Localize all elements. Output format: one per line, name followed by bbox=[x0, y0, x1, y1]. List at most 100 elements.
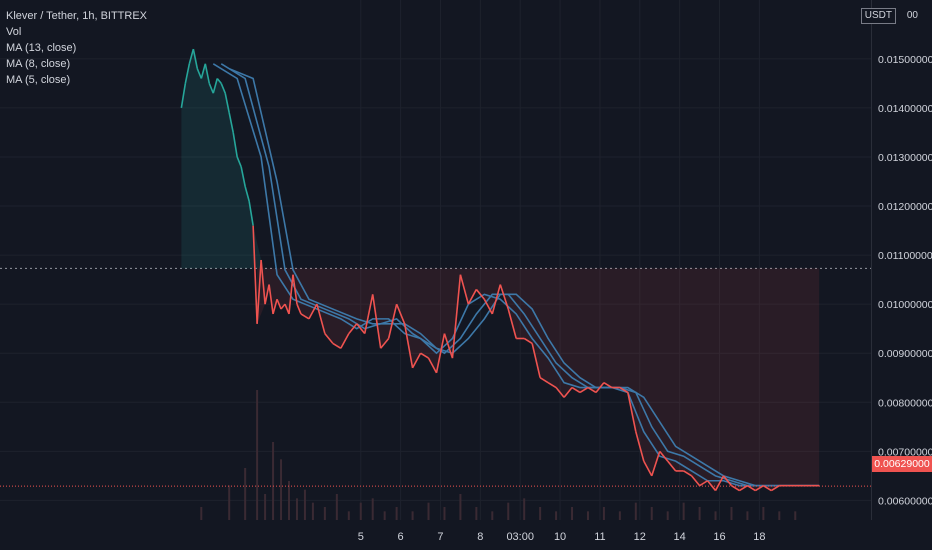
volume-bar bbox=[272, 442, 275, 520]
ma13-label[interactable]: MA (13, close) bbox=[6, 42, 77, 54]
y-tick-label: 0.01100000 bbox=[878, 250, 932, 262]
x-tick-label: 14 bbox=[674, 531, 686, 543]
volume-bar bbox=[347, 511, 350, 520]
volume-bar bbox=[650, 507, 653, 520]
price-line-segment bbox=[356, 323, 366, 335]
y-tick-label: 0.01200000 bbox=[878, 201, 932, 213]
volume-bar bbox=[682, 502, 685, 520]
volume-bar bbox=[264, 494, 267, 520]
price-line-segment bbox=[220, 83, 226, 94]
volume-bar bbox=[602, 507, 605, 520]
volume-bar bbox=[714, 511, 717, 520]
price-line-segment bbox=[292, 274, 298, 305]
ma8-label[interactable]: MA (8, close) bbox=[6, 58, 71, 70]
volume-bar bbox=[730, 507, 733, 520]
price-line-segment bbox=[627, 392, 637, 432]
price-line-segment bbox=[714, 475, 725, 491]
price-line-segment bbox=[200, 63, 207, 79]
symbol-title[interactable]: Klever / Tether, 1h, BITTREX bbox=[6, 10, 148, 22]
volume-bar bbox=[794, 511, 797, 520]
y-tick-label: 0.00800000 bbox=[878, 397, 932, 409]
volume-bar bbox=[411, 511, 414, 520]
price-line-segment bbox=[324, 333, 334, 344]
price-line-segment bbox=[340, 333, 350, 349]
price-line-segment bbox=[296, 303, 302, 315]
current-price-badge: 0.00629000 bbox=[872, 456, 932, 472]
price-line-segment bbox=[228, 112, 234, 133]
price-line-segment bbox=[332, 342, 342, 349]
price-line-segment bbox=[635, 431, 645, 462]
price-line-segment bbox=[288, 274, 294, 315]
ma-line bbox=[220, 63, 820, 487]
price-line-segment bbox=[276, 298, 282, 310]
volume-bar bbox=[443, 507, 446, 520]
y-tick-label: 0.01300000 bbox=[878, 152, 932, 164]
x-tick-label: 8 bbox=[477, 531, 483, 543]
price-line-segment bbox=[603, 381, 613, 389]
volume-bar bbox=[280, 459, 283, 520]
volume-bar bbox=[586, 511, 589, 520]
vol-label[interactable]: Vol bbox=[6, 26, 22, 38]
volume-bar bbox=[359, 502, 362, 520]
price-line-segment bbox=[224, 93, 230, 113]
price-line-segment bbox=[316, 303, 326, 334]
price-line-segment bbox=[467, 289, 478, 305]
price-line-segment bbox=[248, 201, 254, 226]
price-area-up bbox=[181, 49, 262, 269]
price-line-segment bbox=[420, 352, 429, 359]
volume-bar bbox=[323, 507, 326, 520]
ma5-label[interactable]: MA (5, close) bbox=[6, 74, 71, 86]
price-line-segment bbox=[212, 78, 219, 94]
volume-bar bbox=[244, 468, 247, 520]
price-line-segment bbox=[280, 303, 286, 310]
price-line-segment bbox=[499, 284, 510, 310]
price-line-segment bbox=[240, 166, 246, 187]
price-line-segment bbox=[483, 298, 494, 315]
volume-bar bbox=[523, 498, 526, 520]
price-line-segment bbox=[395, 303, 406, 325]
volume-bar bbox=[698, 507, 701, 520]
currency-tail-label: 00 bbox=[906, 10, 918, 21]
price-line-segment bbox=[539, 377, 549, 384]
volume-bar bbox=[571, 507, 574, 520]
x-tick-label: 03:00 bbox=[506, 531, 534, 543]
y-tick-label: 0.01500000 bbox=[878, 54, 932, 66]
price-line-segment bbox=[579, 386, 589, 394]
currency-selector[interactable]: USDT bbox=[860, 8, 896, 24]
ma-line bbox=[228, 67, 820, 487]
chart-legend: Klever / Tether, 1h, BITTREX Vol MA (13,… bbox=[6, 8, 147, 88]
price-line-segment bbox=[722, 475, 733, 487]
volume-bar bbox=[383, 511, 386, 520]
price-line-segment bbox=[204, 63, 211, 84]
y-tick-label: 0.00700000 bbox=[878, 446, 932, 458]
y-tick-label: 0.00900000 bbox=[878, 348, 932, 360]
volume-bar bbox=[228, 485, 231, 520]
volume-bar bbox=[475, 507, 478, 520]
price-line-segment bbox=[244, 186, 250, 202]
volume-bar bbox=[303, 489, 306, 520]
volume-bar bbox=[778, 511, 781, 520]
price-line-segment bbox=[762, 484, 772, 492]
price-line-segment bbox=[300, 313, 310, 320]
volume-bar bbox=[295, 498, 298, 520]
volume-bar bbox=[555, 511, 558, 520]
price-line-segment bbox=[523, 337, 533, 345]
y-tick-label: 0.00600000 bbox=[878, 495, 932, 507]
price-line-segment bbox=[192, 48, 199, 69]
volume-bar bbox=[746, 511, 749, 520]
x-tick-label: 11 bbox=[594, 531, 605, 543]
volume-bar bbox=[395, 507, 398, 520]
volume-bar bbox=[762, 507, 765, 520]
price-line-segment bbox=[443, 333, 454, 359]
volume-bar bbox=[200, 507, 203, 520]
price-line-segment bbox=[475, 288, 485, 300]
x-tick-label: 6 bbox=[398, 531, 404, 543]
price-line-segment bbox=[491, 284, 502, 315]
price-line-segment bbox=[363, 294, 374, 334]
price-line-segment bbox=[403, 323, 414, 369]
volume-bar bbox=[256, 390, 259, 520]
volume-bar bbox=[539, 507, 542, 520]
price-line-segment bbox=[308, 303, 318, 320]
